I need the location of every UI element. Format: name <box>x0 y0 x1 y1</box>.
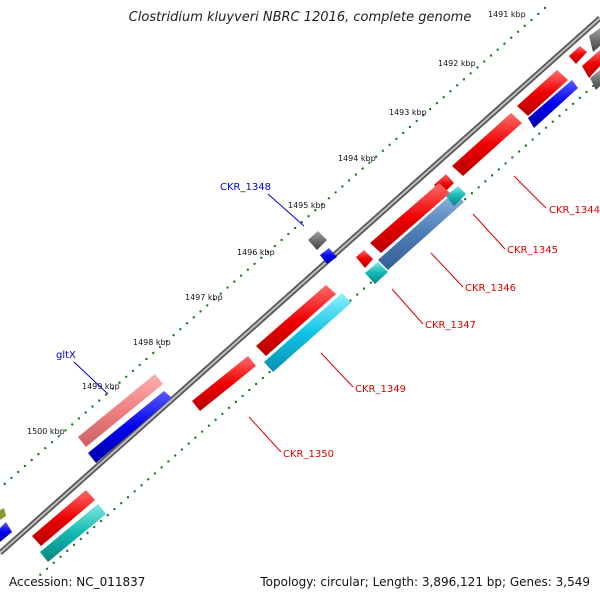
feature-gltx-pink <box>78 374 163 447</box>
tick-label-1496: 1496 kbp <box>237 248 275 257</box>
feature-ckr-1348 <box>308 231 327 250</box>
feature-ckr-1346 <box>370 183 450 253</box>
leader-ckr-1347 <box>391 288 424 325</box>
genome-backbone-highlight <box>0 17 600 554</box>
leader-ckr-1348 <box>267 193 305 227</box>
feature-ckr-1345 <box>452 113 522 176</box>
feature-rna-top-right <box>589 28 600 52</box>
leader-ckr-1344 <box>513 175 547 209</box>
feature-blue-1344 <box>528 80 578 128</box>
label-ckr-1349[interactable]: CKR_1349 <box>355 384 406 395</box>
tick-label-1493: 1493 kbp <box>389 108 427 117</box>
map-title: Clostridium kluyveri NBRC 12016, complet… <box>128 10 472 25</box>
feature-blue-1348 <box>320 248 337 264</box>
tick-label-1497: 1497 kbp <box>185 293 223 302</box>
tick-label-1498: 1498 kbp <box>133 338 171 347</box>
label-ckr-1345[interactable]: CKR_1345 <box>507 245 558 256</box>
feature-gltx <box>88 391 172 463</box>
feature-ckr-1344 <box>517 70 568 116</box>
leader-ckr-1346 <box>430 252 464 288</box>
accession-text: Accession: NC_011837 <box>9 575 146 589</box>
leader-ckr-1345 <box>472 213 506 250</box>
tick-label-1494: 1494 kbp <box>338 154 376 163</box>
feature-blue-bottom-left <box>0 522 12 542</box>
label-gltx[interactable]: gltX <box>56 350 76 361</box>
tick-label-1500: 1500 kbp <box>27 427 65 436</box>
feature-grey-top <box>590 70 600 90</box>
feature-ckr-1349 <box>264 293 351 372</box>
feature-ckr-1350 <box>192 356 256 411</box>
label-ckr-1348[interactable]: CKR_1348 <box>220 182 271 193</box>
feature-teal-bottom <box>40 504 106 562</box>
label-ckr-1347[interactable]: CKR_1347 <box>425 320 476 331</box>
feature-steel-1346 <box>378 192 464 270</box>
label-ckr-1350[interactable]: CKR_1350 <box>283 449 334 460</box>
feature-ckr-1347 <box>356 250 373 268</box>
feature-ckr-1349-red <box>256 285 336 356</box>
feature-teal-small-1346 <box>446 186 466 206</box>
genome-summary-text: Topology: circular; Length: 3,896,121 bp… <box>260 575 590 589</box>
tick-label-1491: 1491 kbp <box>488 10 526 19</box>
feature-track <box>0 28 600 562</box>
feature-teal-1347 <box>365 262 388 284</box>
label-ckr-1344[interactable]: CKR_1344 <box>549 205 600 216</box>
tick-label-1499: 1499 kbp <box>82 382 120 391</box>
feature-olive-bottom-left <box>0 508 6 520</box>
leader-gltx <box>73 361 109 395</box>
tick-label-1495: 1495 kbp <box>288 201 326 210</box>
feature-red-top-1 <box>569 46 587 64</box>
leader-ckr-1350 <box>248 416 282 453</box>
feature-red-top-2 <box>582 50 600 78</box>
feature-red-bottom <box>32 490 95 546</box>
tick-label-1492: 1492 kbp <box>438 59 476 68</box>
leader-ckr-1349 <box>320 352 354 388</box>
label-ckr-1346[interactable]: CKR_1346 <box>465 283 516 294</box>
